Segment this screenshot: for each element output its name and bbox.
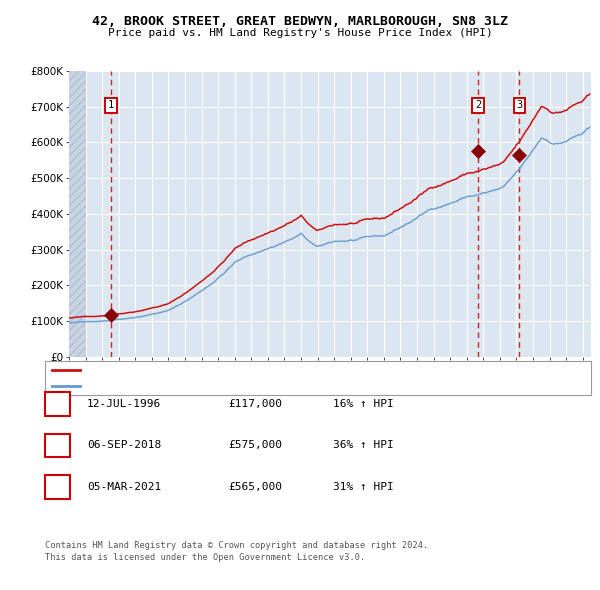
Text: £117,000: £117,000	[228, 399, 282, 409]
Text: 3: 3	[54, 480, 61, 493]
Text: £575,000: £575,000	[228, 441, 282, 450]
Text: 42, BROOK STREET, GREAT BEDWYN, MARLBOROUGH, SN8 3LZ: 42, BROOK STREET, GREAT BEDWYN, MARLBORO…	[92, 15, 508, 28]
Text: HPI: Average price, detached house, Wiltshire: HPI: Average price, detached house, Wilt…	[84, 382, 343, 391]
Text: 06-SEP-2018: 06-SEP-2018	[87, 441, 161, 450]
Text: 12-JUL-1996: 12-JUL-1996	[87, 399, 161, 409]
Text: 31% ↑ HPI: 31% ↑ HPI	[333, 482, 394, 491]
Text: £565,000: £565,000	[228, 482, 282, 491]
Text: 05-MAR-2021: 05-MAR-2021	[87, 482, 161, 491]
Text: 36% ↑ HPI: 36% ↑ HPI	[333, 441, 394, 450]
Text: Contains HM Land Registry data © Crown copyright and database right 2024.: Contains HM Land Registry data © Crown c…	[45, 541, 428, 550]
Text: 42, BROOK STREET, GREAT BEDWYN, MARLBOROUGH, SN8 3LZ (detached house): 42, BROOK STREET, GREAT BEDWYN, MARLBORO…	[84, 366, 481, 375]
Text: 3: 3	[516, 100, 523, 110]
Text: 2: 2	[475, 100, 481, 110]
Text: 16% ↑ HPI: 16% ↑ HPI	[333, 399, 394, 409]
Text: 1: 1	[108, 100, 114, 110]
Text: This data is licensed under the Open Government Licence v3.0.: This data is licensed under the Open Gov…	[45, 553, 365, 562]
Text: Price paid vs. HM Land Registry's House Price Index (HPI): Price paid vs. HM Land Registry's House …	[107, 28, 493, 38]
Text: 2: 2	[54, 439, 61, 452]
Text: 1: 1	[54, 398, 61, 411]
